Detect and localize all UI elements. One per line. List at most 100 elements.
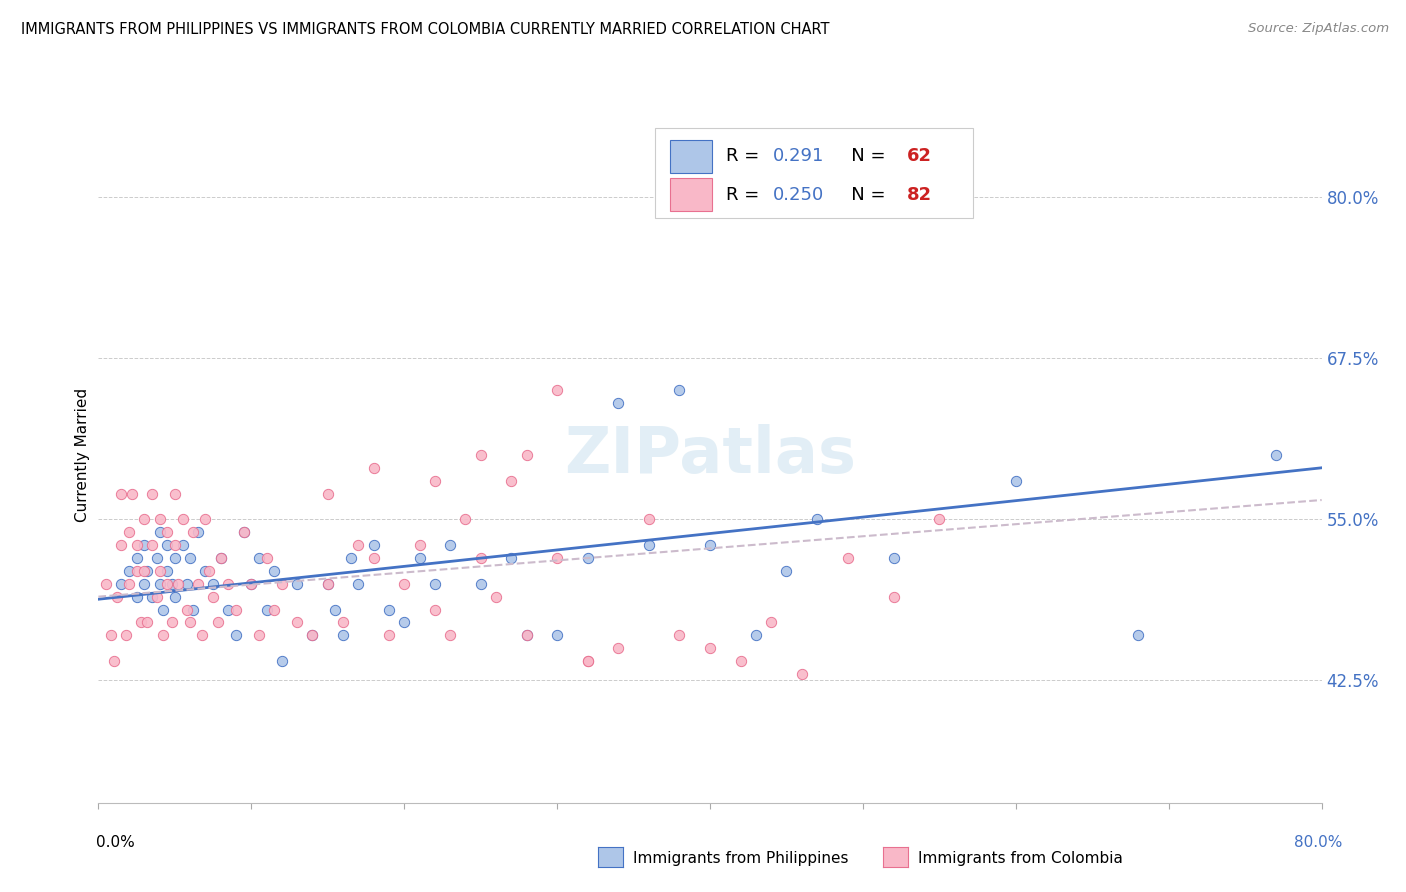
Point [576,654,599,668]
Point [115,628,138,642]
Point [668,384,690,398]
Point [516,448,538,462]
Point [149,525,172,540]
Point [325,602,347,616]
Point [730,654,752,668]
Point [105,590,128,604]
Point [225,602,247,616]
Point [194,512,217,526]
Point [172,538,194,552]
FancyBboxPatch shape [669,140,713,173]
Point [1128,628,1150,642]
Point [156,564,179,578]
Point [152,628,174,642]
Point [232,525,254,540]
Point [197,564,219,578]
Point [176,602,198,616]
Point [181,525,204,540]
Point [1004,474,1026,488]
Point [209,551,232,566]
Point [160,576,183,591]
Point [332,628,354,642]
Point [187,525,209,540]
Text: 0.0%: 0.0% [96,836,135,850]
Point [129,615,152,630]
Point [607,641,630,656]
Point [167,576,190,591]
Point [470,576,492,591]
Point [883,551,905,566]
Point [181,602,204,616]
Point [637,512,661,526]
Point [759,615,782,630]
Point [145,551,167,566]
Point [285,615,308,630]
Point [637,538,661,552]
Text: 80.0%: 80.0% [1295,836,1343,850]
Point [423,576,446,591]
Point [790,667,813,681]
Text: 0.291: 0.291 [772,147,824,165]
Text: 62: 62 [907,147,932,165]
Point [94,576,117,591]
Point [607,396,630,410]
Point [187,576,209,591]
Point [191,628,214,642]
Point [378,602,401,616]
Point [160,615,183,630]
Point [163,590,186,604]
Point [378,628,401,642]
Point [247,551,270,566]
Y-axis label: Currently Married: Currently Married [75,388,90,522]
Point [163,551,186,566]
Point [134,512,156,526]
Point [470,448,492,462]
Point [423,474,446,488]
Point [163,486,186,500]
Point [745,628,768,642]
Point [347,538,370,552]
Point [363,551,385,566]
Point [256,602,278,616]
Point [232,525,254,540]
FancyBboxPatch shape [669,178,713,211]
Point [347,576,370,591]
Point [576,551,599,566]
Point [837,551,859,566]
Text: N =: N = [834,186,891,204]
Point [202,590,225,604]
Point [470,551,492,566]
Point [546,384,568,398]
Point [141,538,163,552]
Point [209,551,232,566]
Point [179,551,201,566]
Point [136,564,159,578]
Point [699,641,721,656]
Point [439,628,461,642]
Point [141,486,163,500]
Point [207,615,229,630]
Point [408,551,430,566]
Point [136,615,159,630]
Point [316,486,339,500]
Point [316,576,339,591]
Point [501,474,523,488]
Point [134,564,156,578]
Text: 82: 82 [907,186,932,204]
Point [516,628,538,642]
Point [145,590,167,604]
Text: ZIPatlas: ZIPatlas [564,424,856,486]
Point [225,628,247,642]
Point [439,538,461,552]
Point [501,551,523,566]
Point [149,576,172,591]
Point [110,538,132,552]
Point [546,628,568,642]
Point [240,576,263,591]
Point [156,538,179,552]
Text: R =: R = [725,186,765,204]
Point [270,576,292,591]
Text: IMMIGRANTS FROM PHILIPPINES VS IMMIGRANTS FROM COLOMBIA CURRENTLY MARRIED CORREL: IMMIGRANTS FROM PHILIPPINES VS IMMIGRANT… [21,22,830,37]
Point [576,654,599,668]
Point [141,590,163,604]
